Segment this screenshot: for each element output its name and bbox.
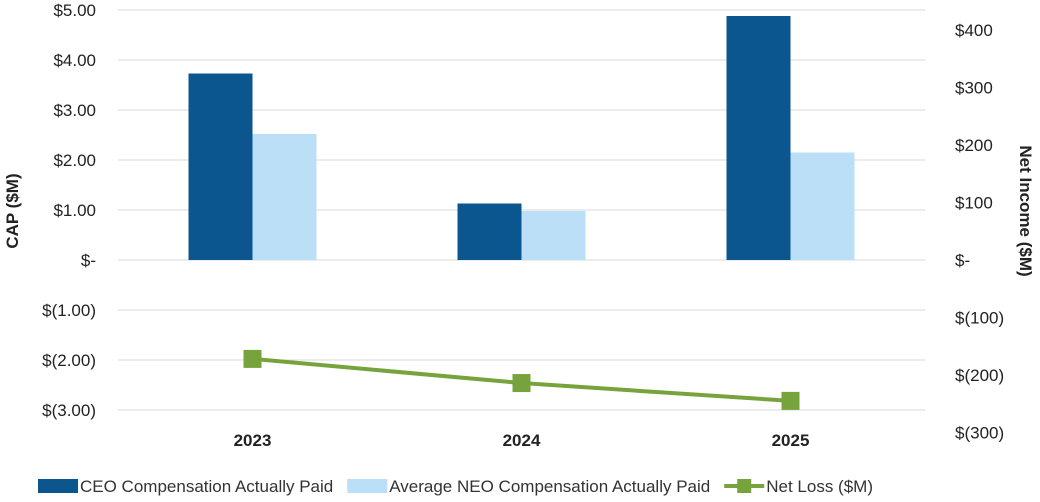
left-tick-label: $- bbox=[81, 251, 96, 270]
legend-swatch bbox=[38, 479, 78, 493]
left-tick-label: $3.00 bbox=[53, 101, 96, 120]
right-tick-label: $400 bbox=[955, 21, 993, 40]
bar-ceo-compensation-actually-paid-2025 bbox=[726, 16, 791, 260]
left-axis-ticks: $5.00 $4.00 $3.00 $2.00 $1.00 $- $(1.00) $(2.00… bbox=[42, 1, 96, 420]
category-label: 2025 bbox=[772, 431, 810, 450]
legend-label: CEO Compensation Actually Paid bbox=[80, 477, 333, 496]
net-loss-marker-2024 bbox=[512, 374, 531, 393]
category-label: 2024 bbox=[503, 431, 541, 450]
left-tick-label: $5.00 bbox=[53, 1, 96, 20]
right-axis-title: Net Income ($M) bbox=[1016, 145, 1035, 276]
net-loss-marker-2025 bbox=[781, 391, 800, 410]
legend-marker-swatch bbox=[737, 479, 752, 493]
bar-average-neo-compensation-actually-paid-2023 bbox=[252, 134, 317, 260]
legend-label: Average NEO Compensation Actually Paid bbox=[389, 477, 710, 496]
left-tick-label: $4.00 bbox=[53, 51, 96, 70]
right-tick-label: $100 bbox=[955, 194, 993, 213]
right-tick-label: $300 bbox=[955, 79, 993, 98]
left-tick-label: $2.00 bbox=[53, 151, 96, 170]
right-tick-label: $200 bbox=[955, 136, 993, 155]
category-label: 2023 bbox=[234, 431, 272, 450]
bar-ceo-compensation-actually-paid-2023 bbox=[188, 73, 253, 260]
legend-swatch bbox=[347, 479, 388, 493]
left-axis-title: CAP ($M) bbox=[3, 173, 22, 248]
bars bbox=[188, 16, 855, 260]
left-tick-label: $1.00 bbox=[53, 201, 96, 220]
left-tick-label: $(3.00) bbox=[42, 401, 96, 420]
net-loss-line-group bbox=[243, 349, 800, 410]
legend-label: Net Loss ($M) bbox=[766, 477, 873, 496]
right-tick-label: $(300) bbox=[955, 424, 1004, 443]
net-loss-marker-2023 bbox=[243, 349, 262, 368]
right-tick-label: $(200) bbox=[955, 366, 1004, 385]
right-tick-label: $(100) bbox=[955, 309, 1004, 328]
left-tick-label: $(1.00) bbox=[42, 301, 96, 320]
bar-average-neo-compensation-actually-paid-2025 bbox=[790, 152, 855, 260]
category-labels: 2023 2024 2025 bbox=[234, 431, 810, 450]
left-tick-label: $(2.00) bbox=[42, 351, 96, 370]
right-axis-ticks: $400 $300 $200 $100 $- $(100) $(200) $(300) bbox=[955, 21, 1004, 443]
right-tick-label: $- bbox=[955, 251, 970, 270]
legend: CEO Compensation Actually Paid Average NE… bbox=[38, 477, 873, 496]
bar-average-neo-compensation-actually-paid-2024 bbox=[521, 211, 586, 260]
bar-ceo-compensation-actually-paid-2024 bbox=[457, 203, 522, 260]
